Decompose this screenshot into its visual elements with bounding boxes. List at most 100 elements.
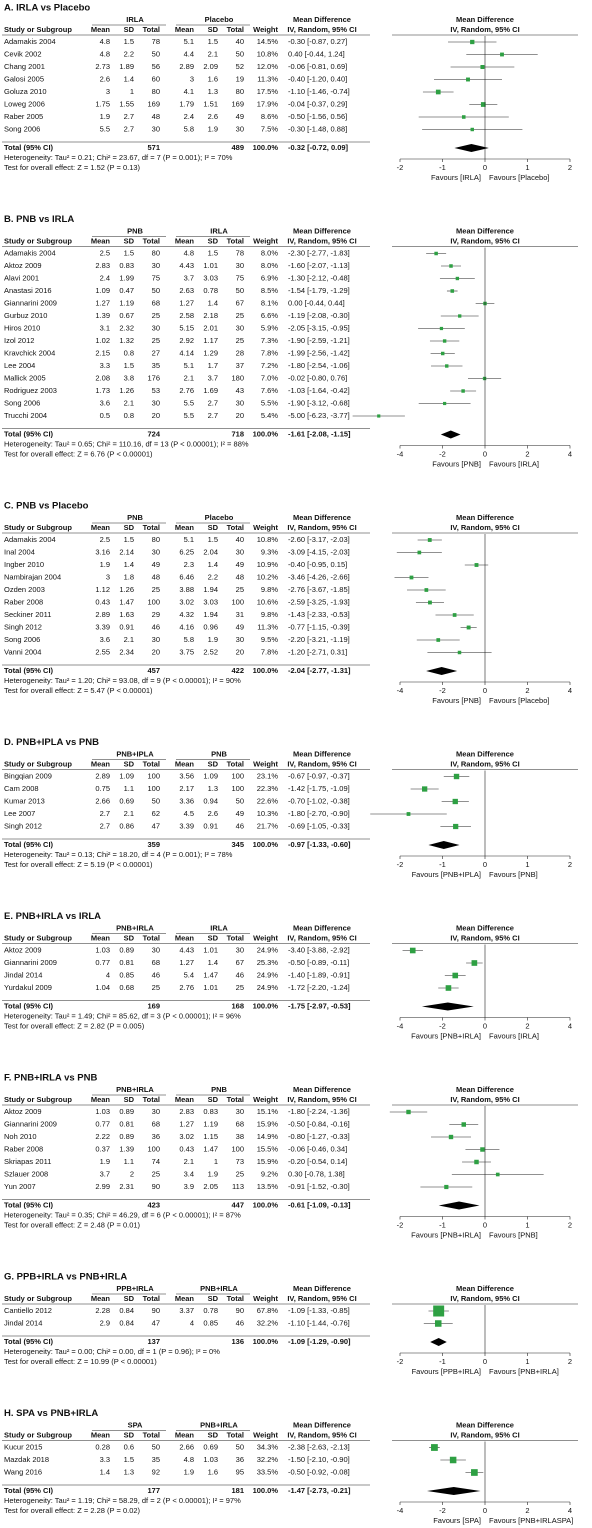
cell: 1.5 <box>208 37 218 46</box>
cell: 3.6 <box>100 635 110 644</box>
column-header: SD <box>124 933 135 942</box>
effect-square <box>482 376 487 381</box>
study-name: Mallick 2005 <box>4 373 46 382</box>
cell: 2.9 <box>100 1318 110 1327</box>
weight-cell: 100.0% <box>253 666 279 675</box>
cell: 0.81 <box>119 958 134 967</box>
column-header: Total <box>143 1294 160 1303</box>
study-name: Adamakis 2004 <box>4 248 56 257</box>
effect-square <box>452 972 459 979</box>
effect-square <box>461 115 466 119</box>
column-header: Mean Difference <box>456 513 514 522</box>
favours-label: Favours [SPA] <box>433 1516 481 1525</box>
ci-cell: -0.40 [-0.95, 0.15] <box>288 560 347 569</box>
column-header: Mean Difference <box>456 1420 514 1429</box>
ci-cell: -0.30 [-0.87, 0.27] <box>288 37 347 46</box>
group-header: PNB <box>211 1085 227 1094</box>
cell: 181 <box>231 1486 244 1495</box>
column-header: Mean Difference <box>456 15 514 24</box>
cell: 73 <box>236 1157 244 1166</box>
study-name: Hiros 2010 <box>4 323 40 332</box>
effect-square <box>452 798 458 805</box>
cell: 5.15 <box>179 323 194 332</box>
cell: 2.89 <box>95 771 110 780</box>
ci-cell: -1.99 [-2.56, -1.42] <box>288 348 350 357</box>
weight-cell: 7.8% <box>261 647 278 656</box>
favours-label: Favours [Placebo] <box>489 173 549 182</box>
column-header: IV, Random, 95% CI <box>450 1095 519 1104</box>
cell: 100 <box>231 784 244 793</box>
column-header: Mean Difference <box>293 226 351 235</box>
panel-title: A. IRLA vs Placebo <box>4 3 90 14</box>
weight-cell: 24.9% <box>257 970 279 979</box>
cell: 1.4 <box>100 1467 110 1476</box>
cell: 1.5 <box>124 535 134 544</box>
column-header: Total <box>227 933 244 942</box>
group-header: PPB+IRLA <box>116 1284 154 1293</box>
study-name: Yun 2007 <box>4 1182 36 1191</box>
column-header: Mean <box>175 1294 195 1303</box>
column-header: Mean <box>91 236 111 245</box>
cell: 3.9 <box>184 1182 194 1191</box>
study-name: Song 2006 <box>4 635 40 644</box>
total-label: Total (95% CI) <box>4 1486 54 1495</box>
cell: 5.5 <box>184 411 194 420</box>
effect-square <box>406 1109 411 1115</box>
cell: 43 <box>236 386 244 395</box>
effect-square <box>431 1444 438 1451</box>
study-name: Giannarini 2009 <box>4 958 57 967</box>
cell: 4.14 <box>179 348 194 357</box>
cell: 3.03 <box>203 273 218 282</box>
cell: 1.19 <box>203 1119 218 1128</box>
cell: 2.6 <box>208 809 218 818</box>
x-tick-label: 2 <box>525 1506 529 1515</box>
cell: 1.63 <box>119 610 134 619</box>
cell: 31 <box>236 610 244 619</box>
column-header: Mean Difference <box>456 749 514 758</box>
cell: 50 <box>236 796 244 805</box>
effect-square <box>442 339 447 343</box>
cell: 1.9 <box>208 1169 218 1178</box>
cell: 30 <box>152 635 160 644</box>
effect-square <box>422 786 428 792</box>
cell: 2.3 <box>184 560 194 569</box>
effect-square <box>439 326 444 331</box>
cell: 1.4 <box>208 560 218 569</box>
cell: 0.91 <box>119 622 134 631</box>
cell: 2.6 <box>208 112 218 121</box>
ci-cell: -1.72 [-2.20, -1.24] <box>288 983 350 992</box>
effect-square <box>436 638 441 642</box>
weight-cell: 15.9% <box>257 1119 279 1128</box>
cell: 2.08 <box>95 373 110 382</box>
column-header: Total <box>143 933 160 942</box>
cell: 1.5 <box>208 248 218 257</box>
column-header: Mean <box>175 933 195 942</box>
cell: 724 <box>147 429 160 438</box>
cell: 2.89 <box>95 610 110 619</box>
weight-cell: 14.9% <box>257 1132 279 1141</box>
cell: 5.1 <box>184 37 194 46</box>
cell: 0.83 <box>119 261 134 270</box>
effect-square <box>428 600 432 605</box>
cell: 30 <box>236 945 244 954</box>
ci-cell: -0.91 [-1.52, -0.30] <box>288 1182 350 1191</box>
group-header: Placebo <box>205 513 234 522</box>
ci-cell: -1.42 [-1.75, -1.09] <box>288 784 350 793</box>
study-name: Alavi 2001 <box>4 273 39 282</box>
x-tick-label: 1 <box>525 163 529 172</box>
weight-cell: 24.9% <box>257 983 279 992</box>
cell: 1.03 <box>95 945 110 954</box>
column-header: Mean <box>175 759 195 768</box>
study-name: Mazdak 2018 <box>4 1455 49 1464</box>
column-header: IV, Random, 95% CI <box>287 25 356 34</box>
weight-cell: 67.8% <box>257 1306 279 1315</box>
cell: 20 <box>236 411 244 420</box>
cell: 169 <box>147 99 160 108</box>
heterogeneity: Heterogeneity: Tau² = 1.20; Chi² = 93.08… <box>4 676 241 685</box>
cell: 2.18 <box>203 311 218 320</box>
cell: 20 <box>152 411 160 420</box>
cell: 3.39 <box>179 821 194 830</box>
ci-cell: -2.05 [-3.15, -0.95] <box>288 323 350 332</box>
cell: 78 <box>152 37 160 46</box>
ci-cell: -0.02 [-0.80, 0.76] <box>288 373 347 382</box>
